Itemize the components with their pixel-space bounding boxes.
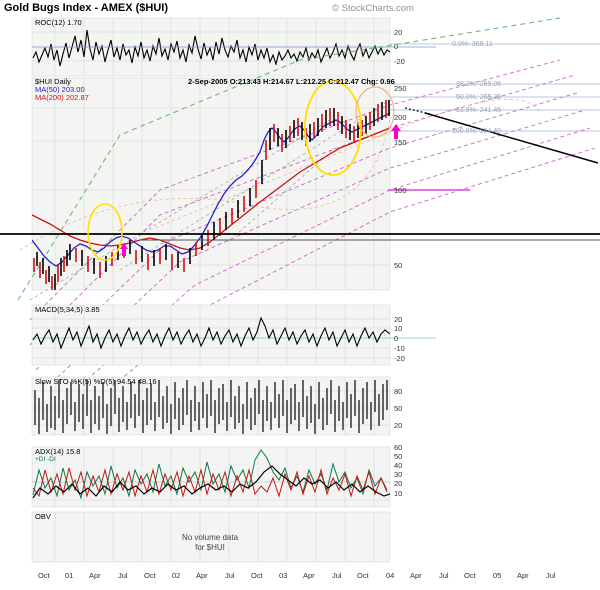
xtick-15: Jul [439, 571, 449, 580]
annotation-arrow-2 [391, 124, 401, 139]
panel-macd: MACD(5,34,5) 3.85 20 10 0 -10 -20 [31, 304, 436, 366]
adx-ytick-0: 60 [394, 443, 402, 452]
price-ytick-4: 50 [394, 261, 402, 270]
page-title: Gold Bugs Index - AMEX ($HUI) [4, 2, 168, 14]
roc-ytick-0: 20 [394, 28, 402, 37]
xtick-11: Jul [332, 571, 342, 580]
ma200-label: MA(200) 202.87 [35, 93, 89, 102]
ma50-label: MA(50) 203.00 [35, 85, 85, 94]
xtick-6: Apr [196, 571, 208, 580]
price-quote-line: 2-Sep-2005 O:213.43 H:214.67 L:212.25 C:… [188, 77, 395, 86]
adx-ytick-1: 50 [394, 452, 402, 461]
xtick-9: 03 [279, 571, 287, 580]
panel-slow-sto: Slow STO %K(5) %D(5) 94.54 48.16 80 50 2… [31, 376, 402, 436]
price-ytick-1: 200 [394, 113, 407, 122]
xtick-5: 02 [172, 571, 180, 580]
price-ytick-3: 100 [394, 186, 407, 195]
xtick-3: Jul [118, 571, 128, 580]
xtick-16: Oct [464, 571, 477, 580]
sto-ytick-1: 50 [394, 404, 402, 413]
xtick-8: Oct [251, 571, 264, 580]
fib-label-2: 50.0%: 265.25 [456, 94, 501, 101]
gray-diagonals [29, 99, 391, 301]
xtick-0: Oct [38, 571, 51, 580]
watermark: © StockCharts.com [332, 3, 414, 14]
xtick-12: Oct [357, 571, 370, 580]
roc-ytick-2: -20 [394, 57, 405, 66]
fib-label-0: 0.0%: 368.11 [452, 41, 493, 48]
macd-ytick-4: -20 [394, 354, 405, 363]
sto-ytick-0: 80 [394, 387, 402, 396]
price-ytick-0: 250 [394, 84, 407, 93]
macd-ytick-1: 10 [394, 324, 402, 333]
adx-ytick-4: 20 [394, 479, 402, 488]
panel-price: $HUI Daily MA(50) 203.00 MA(200) 202.87 … [0, 17, 600, 431]
x-axis: Oct 01 Apr Jul Oct 02 Apr Jul Oct 03 Apr… [38, 571, 556, 580]
xtick-17: 05 [493, 571, 501, 580]
sto-ytick-2: 20 [394, 421, 402, 430]
obv-empty-line-2: for $HUI [195, 543, 225, 552]
adx-ytick-3: 30 [394, 470, 402, 479]
macd-ytick-0: 20 [394, 315, 402, 324]
xtick-14: Apr [410, 571, 422, 580]
xtick-13: 04 [386, 571, 394, 580]
xtick-18: Apr [517, 571, 529, 580]
panel-obv: OBV No volume data for $HUI [31, 511, 391, 563]
projection-line [424, 112, 599, 164]
xtick-4: Oct [144, 571, 157, 580]
fib-label-4: 100.0%: 164.40 [452, 128, 501, 135]
macd-ytick-3: -10 [394, 344, 405, 353]
sto-panel-label: Slow STO %K(5) %D(5) 94.54 48.16 [35, 377, 157, 386]
fibonacci-lines [390, 43, 600, 132]
adx-panel-label: ADX(14) 15.8 [35, 447, 80, 456]
adx-ytick-2: 40 [394, 461, 402, 470]
obv-panel-label: OBV [35, 512, 51, 521]
fib-label-3: 61.8%: 241.45 [456, 107, 501, 114]
roc-panel-label: ROC(12) 1.70 [35, 18, 82, 27]
xtick-19: Jul [546, 571, 556, 580]
roc-ytick-1: 0 [394, 42, 398, 51]
panel-roc: ROC(12) 1.70 20 0 -20 [31, 17, 436, 77]
fib-label-1: 38.2%: 289.06 [456, 81, 501, 88]
annotation-arrow-1 [120, 243, 128, 256]
xtick-7: Jul [225, 571, 235, 580]
obv-empty-line-1: No volume data [182, 533, 239, 542]
projection-line-dotted [404, 107, 431, 115]
panel-adx: ADX(14) 15.8 +DI -DI 60 50 40 30 20 10 [31, 443, 402, 508]
xtick-10: Apr [303, 571, 315, 580]
price-ytick-2: 150 [394, 138, 407, 147]
annotation-circle-3 [355, 86, 395, 138]
xtick-2: Apr [89, 571, 101, 580]
adx-di-label: +DI -DI [35, 456, 56, 463]
macd-ytick-2: 0 [394, 334, 398, 343]
annotation-circle-1 [87, 203, 123, 261]
adx-ytick-5: 10 [394, 489, 402, 498]
xtick-1: 01 [65, 571, 73, 580]
macd-panel-label: MACD(5,34,5) 3.85 [35, 305, 100, 314]
trendline-green [17, 17, 561, 301]
price-symbol-label: $HUI Daily [35, 77, 71, 86]
